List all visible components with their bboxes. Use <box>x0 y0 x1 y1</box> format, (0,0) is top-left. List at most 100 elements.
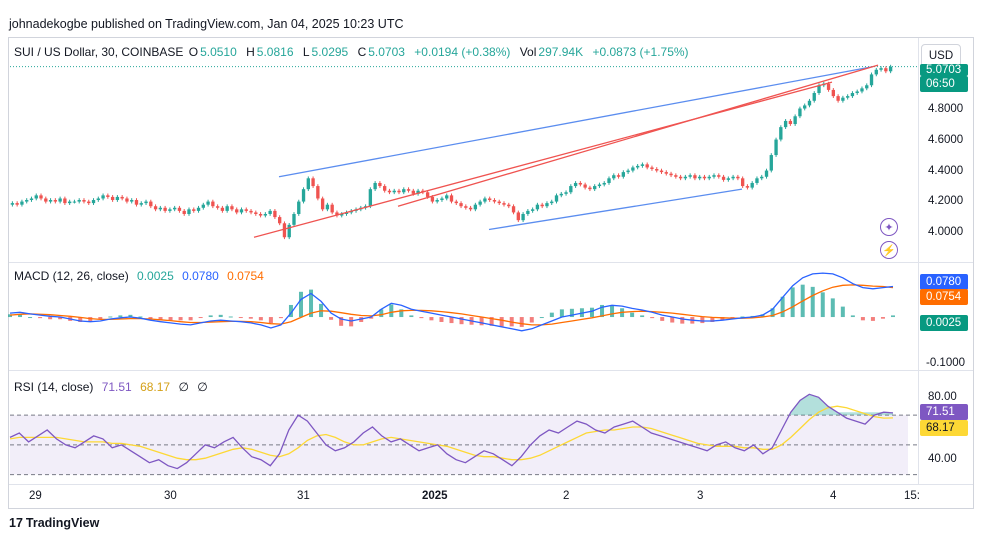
candle-body <box>306 178 310 190</box>
volume-label: Vol <box>519 45 537 59</box>
time-tick: 30 <box>164 490 177 502</box>
macd-histogram-bar <box>228 316 233 318</box>
candle-body <box>383 186 387 191</box>
candle-body <box>578 182 583 185</box>
candle-body <box>612 175 616 179</box>
macd-histogram-bar <box>439 317 444 322</box>
candle-body <box>559 193 563 196</box>
candle-body <box>297 201 301 214</box>
candle-body <box>593 186 597 190</box>
high-value: 5.0816 <box>256 45 294 59</box>
macd-histogram-bar <box>298 291 303 318</box>
candle-body <box>511 206 516 213</box>
macd-histogram-bar <box>830 298 835 318</box>
rsi-ma-tag: 68.17 <box>920 420 968 436</box>
tradingview-logo[interactable]: 17 TradingView <box>9 516 99 530</box>
candle-body <box>884 68 888 72</box>
macd-histogram-bar <box>519 317 524 327</box>
candle-body <box>287 224 291 238</box>
macd-histogram-bar <box>78 317 83 322</box>
candle-body <box>554 195 559 202</box>
macd-histogram-bar <box>38 317 43 319</box>
time-tick: 29 <box>29 490 42 502</box>
candle-body <box>158 207 163 210</box>
macd-histogram-bar <box>640 315 645 318</box>
macd-histogram-bar <box>770 308 775 318</box>
candle-body <box>497 201 501 204</box>
price-tick: 4.2000 <box>928 195 964 207</box>
add-star-icon[interactable]: ✦ <box>880 218 898 236</box>
rsi-tick: 80.00 <box>928 391 957 403</box>
candle-body <box>507 204 511 207</box>
candle-body <box>530 209 535 211</box>
time-tick: 31 <box>297 490 310 502</box>
candle-body <box>425 192 430 197</box>
candle-body <box>774 139 778 156</box>
macd-histogram-bar <box>780 296 785 318</box>
candle-body <box>674 175 678 177</box>
candle-body <box>755 178 759 183</box>
macd-histogram-bar <box>479 317 484 326</box>
candle-body <box>25 200 29 202</box>
candle-body <box>435 200 439 202</box>
candle-body <box>817 85 821 94</box>
macd-legend[interactable]: MACD (12, 26, close) 0.0025 0.0780 0.075… <box>14 269 266 283</box>
macd-histogram-bar <box>288 304 293 318</box>
candle-body <box>468 207 473 210</box>
candle-body <box>101 195 105 199</box>
candle-body <box>316 186 320 199</box>
candle-body <box>550 201 554 204</box>
candle-body <box>712 175 716 177</box>
macd-histogram-bar <box>118 315 123 318</box>
close-value: 5.0703 <box>368 45 405 59</box>
macd-histogram-bar <box>188 317 193 321</box>
candle-body <box>502 203 506 205</box>
candle-body <box>540 204 544 207</box>
candle-body <box>483 198 487 202</box>
rsi-legend[interactable]: RSI (14, close) 71.51 68.17 ∅ ∅ <box>14 380 210 394</box>
candle-body <box>860 88 864 92</box>
publisher-line: johnadekogbe published on TradingView.co… <box>9 17 404 31</box>
trend-line-upper-blue <box>278 66 874 178</box>
time-tick-year: 2025 <box>422 490 448 502</box>
bar-countdown-tag: 06:50 <box>920 76 968 92</box>
change-value: +0.0194 (+0.38%) <box>414 45 511 59</box>
macd-hist-tag: 0.0025 <box>920 315 968 331</box>
candle-body <box>292 213 296 225</box>
candle-body <box>597 184 602 187</box>
candle-body <box>144 201 148 204</box>
open-label: O <box>188 45 199 59</box>
lightning-icon[interactable]: ⚡ <box>880 241 898 259</box>
candle-body <box>635 165 640 168</box>
time-tick: 15: <box>904 490 920 502</box>
macd-histogram-bar <box>48 317 53 320</box>
macd-histogram-bar <box>148 317 153 319</box>
pane-divider-rsi[interactable] <box>9 370 973 371</box>
macd-signal-value: 0.0754 <box>227 269 264 283</box>
macd-histogram-bar <box>98 317 103 320</box>
candle-body <box>869 74 874 86</box>
candle-body <box>521 213 525 221</box>
candle-body <box>44 198 48 202</box>
candle-body <box>39 195 43 199</box>
candle-body <box>769 155 773 171</box>
candle-body <box>53 200 58 202</box>
candle-body <box>516 212 520 221</box>
candle-body <box>77 200 81 202</box>
macd-histogram-bar <box>820 292 825 318</box>
volume-value: 297.94K <box>538 45 584 59</box>
candle-body <box>397 190 401 193</box>
tradingview-logo-mark: 17 <box>9 516 23 530</box>
candle-body <box>645 164 649 168</box>
candle-body <box>58 198 62 202</box>
pane-divider-macd[interactable] <box>9 262 973 263</box>
candle-body <box>392 190 396 193</box>
candle-body <box>320 198 325 210</box>
high-label: H <box>246 45 255 59</box>
candle-body <box>87 201 91 204</box>
macd-histogram-bar <box>108 316 113 318</box>
time-tick: 3 <box>697 490 704 502</box>
macd-histogram-bar <box>499 317 504 327</box>
